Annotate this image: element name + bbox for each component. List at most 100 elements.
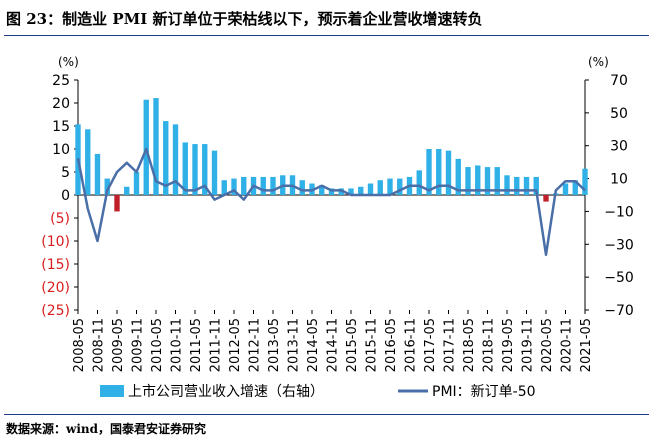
x-tick-label: 2014-11 — [326, 318, 341, 372]
x-tick-label: 2015-05 — [345, 318, 360, 372]
x-tick-label: 2018-05 — [462, 318, 477, 372]
revenue-growth-bar — [202, 144, 208, 195]
x-tick-label: 2011-05 — [189, 318, 204, 372]
revenue-growth-bar — [143, 99, 149, 195]
revenue-growth-bar — [377, 180, 383, 195]
revenue-growth-bar — [484, 167, 491, 195]
legend: 上市公司营业收入增速（右轴） PMI：新订单-50 — [100, 383, 536, 400]
revenue-growth-bar — [358, 186, 364, 195]
revenue-growth-bar — [153, 98, 159, 195]
x-tick-label: 2020-11 — [560, 318, 575, 372]
revenue-growth-bar — [221, 180, 227, 195]
right-tick-label: 70 — [610, 73, 628, 89]
left-tick-label: (5) — [50, 211, 70, 227]
revenue-growth-bar — [582, 168, 588, 195]
revenue-growth-bar — [260, 176, 266, 195]
left-tick-label: (25) — [41, 303, 70, 319]
x-tick-label: 2015-11 — [365, 318, 380, 372]
revenue-growth-bar — [172, 124, 179, 195]
revenue-growth-bar — [319, 185, 325, 195]
revenue-growth-bar — [504, 175, 510, 195]
revenue-growth-bar — [348, 188, 354, 195]
pmi-new-orders-line — [76, 147, 586, 257]
right-axis-unit: (%) — [588, 55, 609, 69]
left-tick-label: 15 — [52, 119, 70, 135]
x-tick-label: 2014-05 — [306, 318, 321, 372]
x-tick-label: 2013-11 — [287, 318, 302, 372]
revenue-growth-bar — [328, 188, 335, 195]
revenue-growth-bar — [562, 183, 569, 195]
revenue-growth-bar — [523, 176, 530, 195]
right-tick-label: −70 — [604, 303, 634, 319]
source-divider — [4, 414, 649, 415]
revenue-growth-bar — [94, 153, 101, 195]
revenue-growth-bar — [163, 121, 169, 195]
right-tick-label: −10 — [604, 204, 634, 220]
figure-title: 图 23：制造业 PMI 新订单位于荣枯线以下，预示着企业营收增速转负 — [6, 10, 483, 28]
x-tick-label: 2018-11 — [482, 318, 497, 372]
left-tick-label: 5 — [61, 165, 70, 181]
x-tick-label: 2010-11 — [170, 318, 185, 372]
revenue-growth-bar — [514, 176, 520, 195]
title-divider — [4, 35, 649, 36]
right-tick-label: −50 — [604, 270, 634, 286]
x-tick-label: 2009-11 — [131, 318, 146, 372]
left-tick-label: (15) — [41, 257, 70, 273]
x-tick-label: 2008-05 — [72, 318, 87, 372]
left-tick-label: 10 — [52, 142, 70, 158]
x-tick-label: 2013-05 — [267, 318, 282, 372]
revenue-growth-bar — [182, 142, 188, 195]
revenue-growth-bar — [572, 180, 578, 195]
x-tick-label: 2016-11 — [404, 318, 419, 372]
right-tick-label: −30 — [604, 237, 634, 253]
right-tick-label: 10 — [610, 172, 628, 188]
axis-labels-layer: 2520151050(5)(10)(15)(20)(25)(%)70503010… — [41, 55, 634, 372]
left-tick-label: (10) — [41, 234, 70, 250]
revenue-growth-bar — [299, 180, 305, 195]
revenue-growth-bar — [231, 178, 237, 195]
revenue-growth-bar — [133, 172, 140, 195]
legend-bar-label: 上市公司营业收入增速（右轴） — [128, 383, 324, 400]
x-tick-label: 2012-05 — [228, 318, 243, 372]
source-note: 数据来源：wind，国泰君安证券研究 — [6, 422, 207, 436]
right-tick-label: 30 — [610, 139, 628, 155]
x-tick-label: 2012-11 — [248, 318, 263, 372]
revenue-growth-bar — [465, 167, 471, 195]
revenue-growth-bar — [436, 149, 442, 195]
revenue-growth-bar — [416, 170, 422, 195]
x-tick-label: 2010-05 — [150, 318, 165, 372]
revenue-growth-bar — [387, 178, 393, 195]
revenue-growth-bar — [124, 186, 130, 195]
right-tick-label: 50 — [610, 106, 628, 122]
x-tick-label: 2017-05 — [423, 318, 438, 372]
revenue-growth-bar — [192, 144, 198, 195]
revenue-growth-bar — [211, 150, 218, 195]
left-tick-label: (20) — [41, 280, 70, 296]
x-tick-label: 2011-11 — [209, 318, 224, 372]
left-axis-unit: (%) — [58, 55, 79, 69]
revenue-growth-bar — [85, 129, 91, 195]
bars-layer — [75, 98, 588, 212]
legend-line-label: PMI：新订单-50 — [432, 384, 536, 400]
revenue-growth-bar — [270, 176, 276, 195]
x-tick-label: 2017-11 — [443, 318, 458, 372]
left-tick-label: 20 — [52, 96, 70, 112]
line-layer — [76, 147, 586, 257]
revenue-growth-bar — [445, 150, 452, 195]
revenue-growth-bar — [475, 165, 481, 195]
x-tick-label: 2019-11 — [521, 318, 536, 372]
axes-layer — [74, 79, 589, 314]
revenue-growth-bar — [494, 167, 500, 195]
x-tick-label: 2019-05 — [501, 318, 516, 372]
legend-bar-swatch — [100, 385, 124, 397]
revenue-growth-bar — [241, 176, 247, 195]
revenue-growth-bar — [533, 176, 539, 195]
revenue-growth-bar — [114, 195, 120, 212]
revenue-growth-bar — [397, 178, 403, 195]
x-tick-label: 2008-11 — [92, 318, 107, 372]
revenue-growth-bar — [104, 178, 110, 195]
x-tick-label: 2016-05 — [384, 318, 399, 372]
left-tick-label: 25 — [52, 73, 70, 89]
x-tick-label: 2021-05 — [579, 318, 594, 372]
